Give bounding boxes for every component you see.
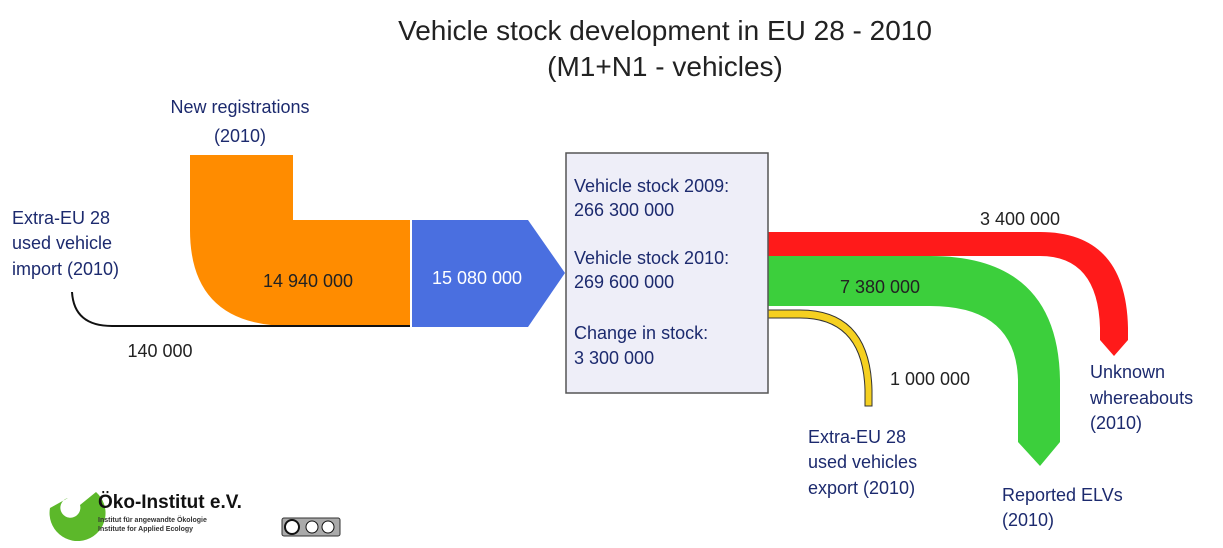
node-label: used vehicle bbox=[12, 233, 112, 253]
title: Vehicle stock development in EU 28 - 201… bbox=[398, 15, 932, 46]
node-label: whereabouts bbox=[1089, 388, 1193, 408]
node-label: (2010) bbox=[1002, 510, 1054, 530]
flow-label: 15 080 000 bbox=[432, 268, 522, 288]
flow-label: 140 000 bbox=[127, 341, 192, 361]
cc-icon bbox=[284, 519, 300, 535]
cc-icon bbox=[305, 520, 319, 534]
stock-box bbox=[565, 152, 769, 394]
elv-flow bbox=[768, 256, 1060, 466]
stock-text: 266 300 000 bbox=[574, 200, 674, 220]
node-label: Unknown bbox=[1090, 362, 1165, 382]
inflow-arrow bbox=[412, 220, 565, 327]
logo-line: Institute for Applied Ecology bbox=[98, 526, 193, 533]
stock-text: 3 300 000 bbox=[574, 348, 654, 368]
node-label: New registrations bbox=[170, 97, 309, 117]
cc-icon bbox=[321, 520, 335, 534]
node-label: export (2010) bbox=[808, 478, 915, 498]
node-label: import (2010) bbox=[12, 259, 119, 279]
logo-line: Institut für angewandte Ökologie bbox=[98, 515, 207, 524]
stock-text: 269 600 000 bbox=[574, 272, 674, 292]
stock-text: Vehicle stock 2010: bbox=[574, 248, 729, 268]
node-label: Extra-EU 28 bbox=[12, 208, 110, 228]
node-label: used vehicles bbox=[808, 452, 917, 472]
export-flow bbox=[767, 309, 873, 407]
node-label: Extra-EU 28 bbox=[808, 427, 906, 447]
import-flow bbox=[71, 291, 410, 327]
unknown-flow bbox=[768, 232, 1128, 356]
logo-mark bbox=[49, 492, 106, 542]
new-registrations-flow bbox=[190, 155, 410, 326]
flow-label: 1 000 000 bbox=[890, 369, 970, 389]
stock-text: Change in stock: bbox=[574, 323, 708, 343]
node-label: (2010) bbox=[214, 126, 266, 146]
subtitle: (M1+N1 - vehicles) bbox=[547, 51, 783, 82]
stock-text: Vehicle stock 2009: bbox=[574, 176, 729, 196]
node-label: (2010) bbox=[1090, 413, 1142, 433]
node-label: Reported ELVs bbox=[1002, 485, 1123, 505]
logo-name: Öko-Institut e.V. bbox=[98, 492, 242, 513]
flow-label: 7 380 000 bbox=[840, 277, 920, 297]
flow-label: 3 400 000 bbox=[980, 209, 1060, 229]
flow-label: 14 940 000 bbox=[263, 271, 353, 291]
